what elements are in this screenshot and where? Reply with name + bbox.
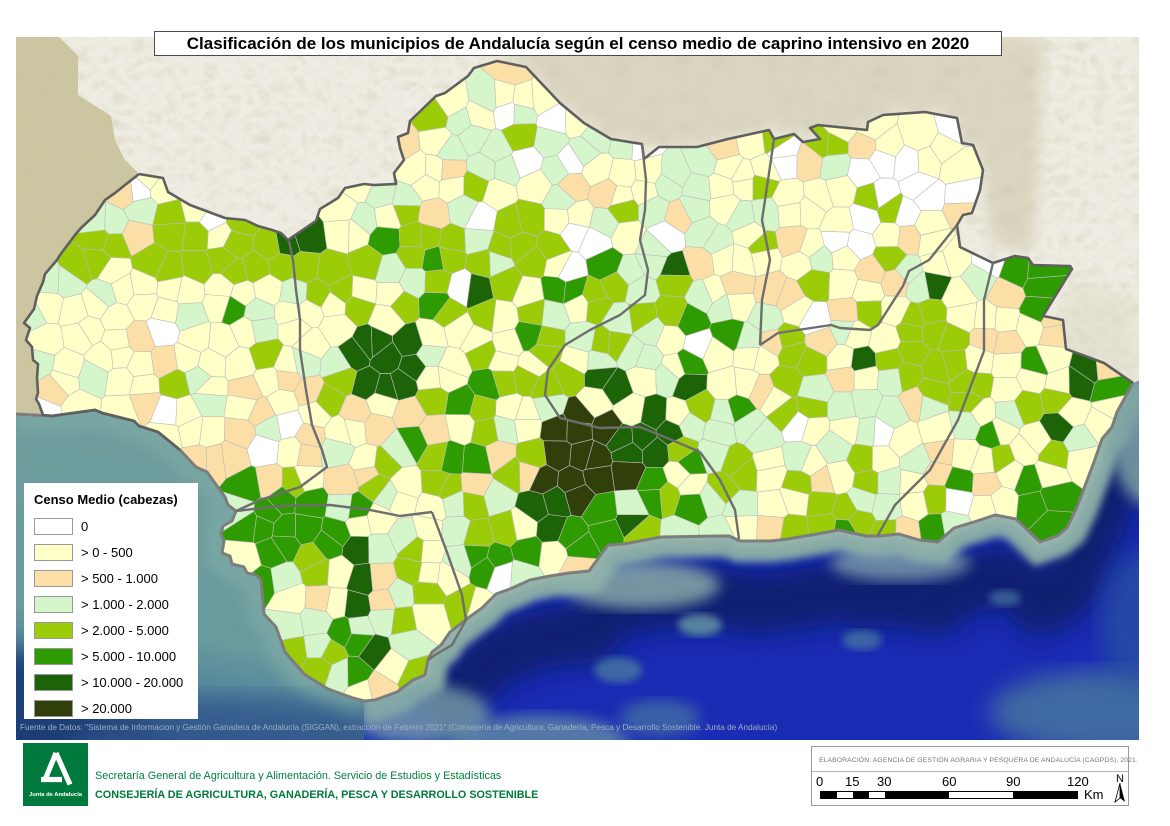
svg-text:Junta de Andalucía: Junta de Andalucía <box>29 792 83 798</box>
svg-text:N: N <box>1116 773 1124 785</box>
